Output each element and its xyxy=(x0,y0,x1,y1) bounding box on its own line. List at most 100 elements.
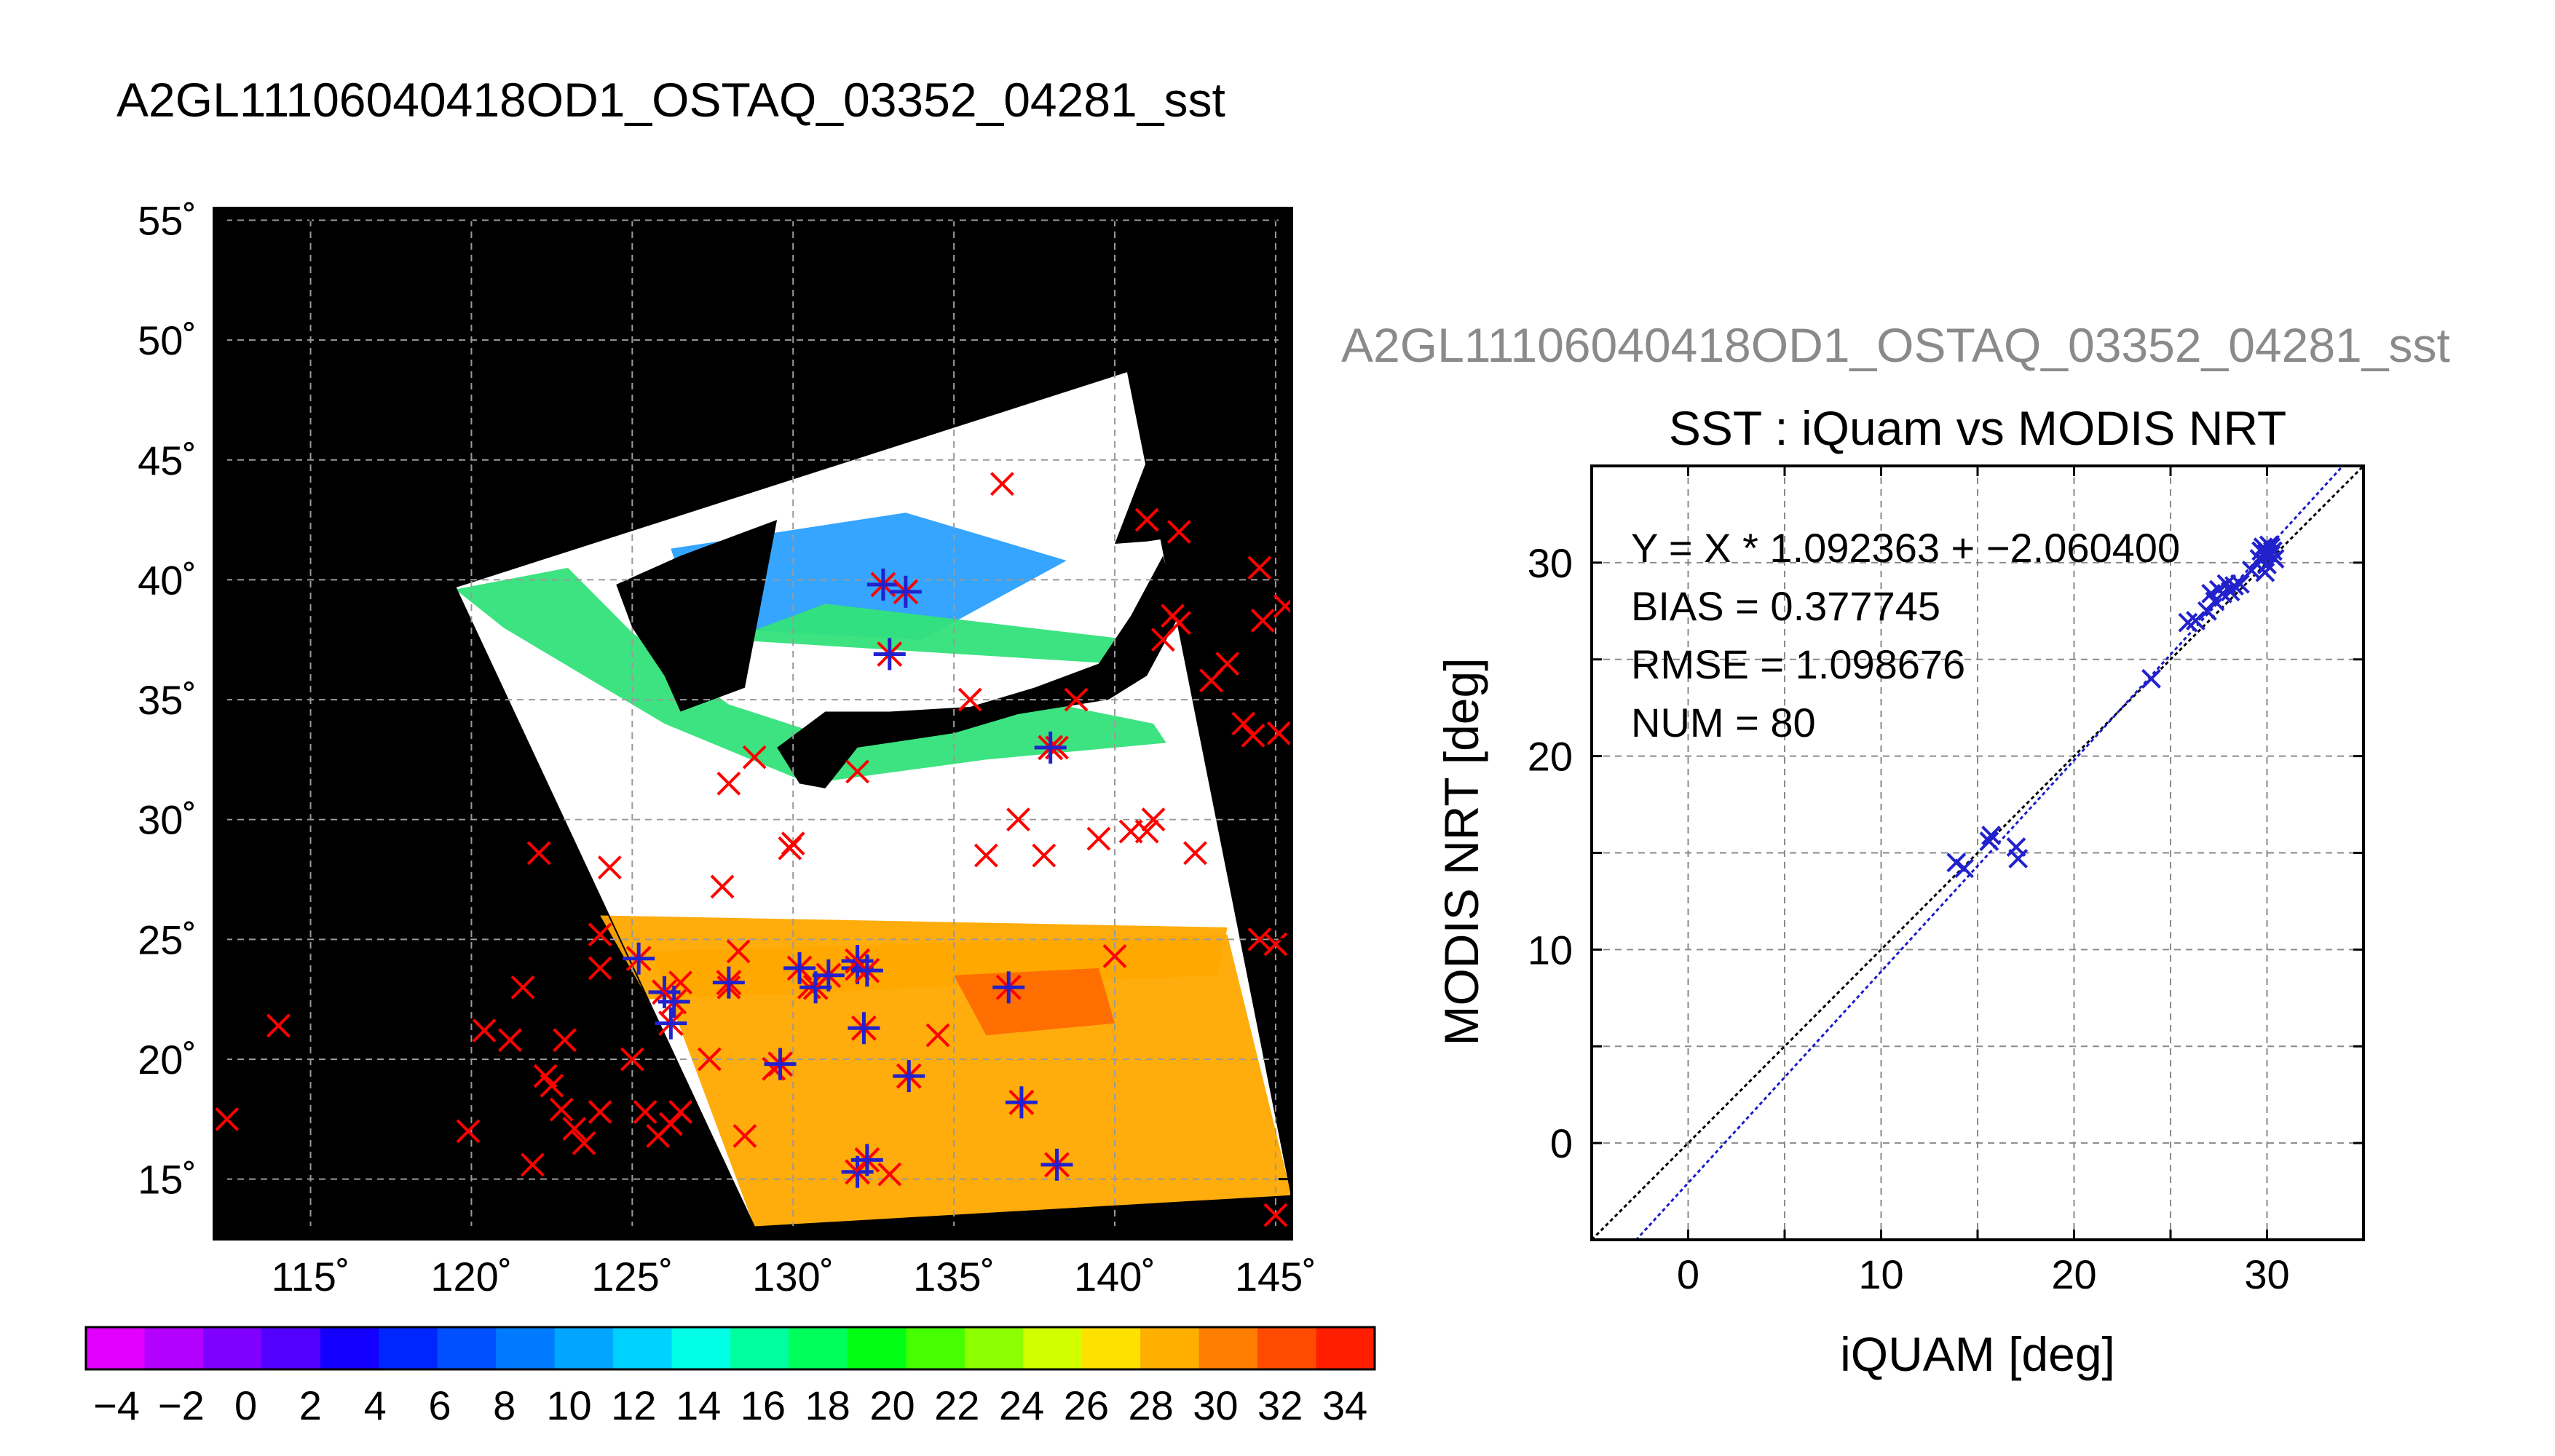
iquam-observation-marker xyxy=(456,1119,481,1144)
colorbar-label: −2 xyxy=(158,1382,205,1428)
scatter-x-tick-label: 30 xyxy=(2244,1251,2289,1297)
matchup-point xyxy=(2257,555,2277,574)
colorbar-label: 14 xyxy=(676,1382,721,1428)
marker-stroke xyxy=(456,1119,481,1144)
marker-stroke xyxy=(266,1013,291,1038)
colorbar-label: −4 xyxy=(93,1382,140,1428)
map-lon-label: 125˚ xyxy=(591,1254,673,1299)
marker-stroke xyxy=(925,1023,950,1048)
marker-stroke xyxy=(697,1047,722,1072)
hokkaido-land xyxy=(1115,459,1276,545)
matched-observation-marker xyxy=(992,971,1025,1004)
marker-stroke xyxy=(1134,507,1159,532)
marker-stroke xyxy=(668,1100,693,1124)
map-lat-label: 30˚ xyxy=(138,797,197,843)
marker-stroke xyxy=(781,831,805,856)
scatter-x-tick-label: 10 xyxy=(1858,1251,1903,1297)
marker-stroke xyxy=(1981,826,2001,845)
matchup-point xyxy=(1979,831,1999,851)
colorbar-frame xyxy=(84,1326,1376,1371)
colorbar-cell xyxy=(202,1327,262,1369)
colorbar-label: 6 xyxy=(428,1382,451,1428)
scatter-y-tick-label: 0 xyxy=(1550,1120,1573,1166)
marker-stroke xyxy=(1086,826,1111,851)
colorbar: −4 −2 0 2 4 6 8 10 12 14 16 18 20 22 24 26 28 30 32 34 xyxy=(84,1326,1376,1428)
iquam-observation-marker xyxy=(1102,944,1127,968)
colorbar-label: 16 xyxy=(741,1382,786,1428)
iquam-observation-marker xyxy=(562,1117,587,1141)
map-frame xyxy=(213,207,1293,1241)
iquam-observation-marker xyxy=(540,1073,564,1098)
scatter-x-tick-label: 20 xyxy=(2051,1251,2096,1297)
marker-stroke xyxy=(2257,555,2277,574)
colorbar-cell xyxy=(1257,1327,1317,1369)
marker-stroke xyxy=(1102,944,1127,968)
marker-stroke xyxy=(620,1047,644,1072)
fit-equation: Y = X * 1.092363 + −2.060400 xyxy=(1631,525,2180,571)
marker-stroke xyxy=(1266,721,1291,745)
marker-stroke xyxy=(549,1097,574,1122)
iquam-observation-marker xyxy=(553,1028,577,1053)
colorbar-cell xyxy=(496,1327,556,1369)
colorbar-label: 12 xyxy=(611,1382,656,1428)
matchup-point xyxy=(2141,668,2161,689)
scatter-title: SST : iQuam vs MODIS NRT xyxy=(1669,401,2286,455)
iquam-observation-marker xyxy=(726,939,751,964)
colorbar-cell xyxy=(1023,1327,1083,1369)
iquam-observation-marker xyxy=(1266,721,1291,745)
marker-stroke xyxy=(540,1073,564,1098)
marker-stroke xyxy=(1247,927,1272,951)
iquam-observation-marker xyxy=(781,831,805,856)
matched-observation-marker xyxy=(764,1048,797,1080)
scatter-stats: Y = X * 1.092363 + −2.060400 BIAS = 0.37… xyxy=(1631,525,2180,745)
iquam-observation-marker xyxy=(710,874,735,899)
scatter-points xyxy=(1946,535,2285,879)
iquam-observation-marker xyxy=(520,1152,545,1177)
colorbar-cell xyxy=(261,1327,321,1369)
map-lat-label: 40˚ xyxy=(138,557,197,603)
iquam-observation-marker xyxy=(549,1097,574,1122)
colorbar-label: 30 xyxy=(1193,1382,1238,1428)
matched-observation-marker xyxy=(1034,731,1067,764)
scatter-lines xyxy=(1592,466,2364,1240)
swath-edge xyxy=(454,370,1292,1228)
marker-stroke xyxy=(588,1100,612,1124)
map-tick-marks xyxy=(214,208,1292,1239)
colorbar-cell xyxy=(1316,1327,1375,1369)
colorbar-cell xyxy=(671,1327,731,1369)
marker-stroke xyxy=(2224,576,2244,596)
scatter-plot: SST : iQuam vs MODIS NRT 0 10 20 30 0 10 20 30… xyxy=(1434,401,2365,1381)
colorbar-label: 4 xyxy=(364,1382,387,1428)
iquam-observation-marker xyxy=(658,1112,683,1136)
map-gridlines xyxy=(214,208,1292,1239)
colorbar-label: 34 xyxy=(1322,1382,1367,1428)
matched-observation-marker xyxy=(866,569,899,601)
colorbar-label: 10 xyxy=(546,1382,591,1428)
colorbar-labels: −4 −2 0 2 4 6 8 10 12 14 16 18 20 22 24 26 28 30 32 34 xyxy=(93,1382,1367,1428)
map-lon-label: 140˚ xyxy=(1074,1254,1156,1299)
iquam-observation-marker xyxy=(572,1131,596,1155)
sst-map-plot: 15˚ 20˚ 25˚ 30˚ 35˚ 40˚ 45˚ 50˚ 55˚ 115˚ 120˚ 125˚… xyxy=(138,197,1316,1299)
matched-observation-marker xyxy=(850,954,883,987)
marker-stroke xyxy=(1954,858,1974,879)
marker-stroke xyxy=(1247,555,1272,580)
marker-stroke xyxy=(1263,1203,1288,1227)
iquam-observation-marker xyxy=(1247,555,1272,580)
marker-stroke xyxy=(742,745,767,769)
korea-land xyxy=(616,520,778,712)
sst-band-mid xyxy=(455,567,1166,784)
map-lat-labels: 15˚ 20˚ 25˚ 30˚ 35˚ 40˚ 45˚ 50˚ 55˚ xyxy=(138,197,197,1202)
matchup-point xyxy=(2261,537,2281,558)
colorbar-label: 0 xyxy=(234,1382,257,1428)
colorbar-cell xyxy=(847,1327,907,1369)
matchup-point xyxy=(2224,576,2244,596)
japan-land xyxy=(777,555,1180,788)
iquam-observation-marker xyxy=(1032,843,1057,868)
iquam-observation-marker xyxy=(925,1023,950,1048)
map-lon-label: 115˚ xyxy=(272,1254,350,1299)
map-lon-label: 135˚ xyxy=(913,1254,995,1299)
map-lat-label: 55˚ xyxy=(138,197,197,243)
colorbar-label: 20 xyxy=(869,1382,915,1428)
iquam-observation-marker xyxy=(1263,932,1288,957)
marker-stroke xyxy=(1166,520,1191,544)
